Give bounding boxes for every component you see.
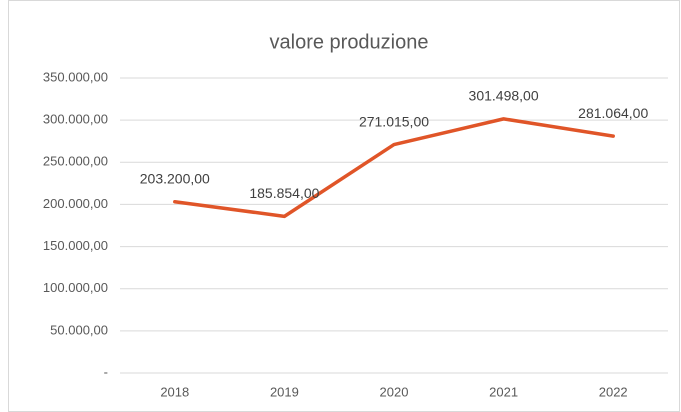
y-tick-label: 50.000,00 <box>50 322 108 337</box>
data-label: 203.200,00 <box>140 170 210 186</box>
x-tick-label: 2022 <box>599 384 628 399</box>
line-series <box>173 117 615 219</box>
y-tick-label: 200.000,00 <box>43 196 108 211</box>
data-label: 271.015,00 <box>359 113 429 129</box>
data-label: 301.498,00 <box>469 88 539 104</box>
x-tick-label: 2020 <box>380 384 409 399</box>
x-tick-label: 2021 <box>489 384 518 399</box>
y-tick-label: 100.000,00 <box>43 280 108 295</box>
x-tick-label: 2018 <box>160 384 189 399</box>
chart-title: valore produzione <box>270 31 429 53</box>
chart-border <box>8 0 680 412</box>
y-tick-label: 350.000,00 <box>43 69 108 84</box>
x-tick-label: 2019 <box>270 384 299 399</box>
data-label: 281.064,00 <box>578 105 648 121</box>
y-tick-label: 300.000,00 <box>43 112 108 127</box>
data-label: 185.854,00 <box>249 185 319 201</box>
y-tick-label: 250.000,00 <box>43 154 108 169</box>
y-tick-label: 150.000,00 <box>43 238 108 253</box>
y-tick-label: - <box>104 364 108 379</box>
